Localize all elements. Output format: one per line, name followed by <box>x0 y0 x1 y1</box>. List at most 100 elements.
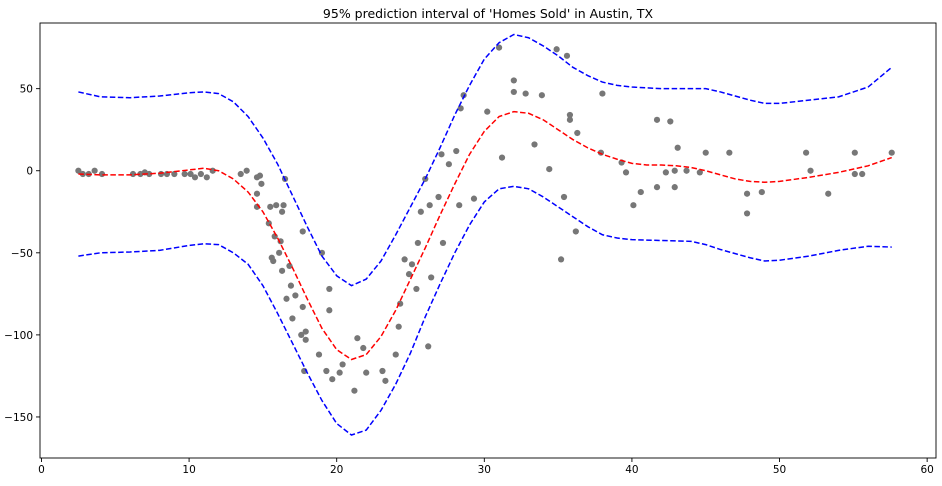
scatter-point <box>315 351 323 358</box>
scatter-point <box>674 144 681 151</box>
scatter-point <box>197 170 204 178</box>
scatter-point <box>414 239 421 247</box>
scatter-point <box>622 169 630 176</box>
scatter-point <box>495 44 503 51</box>
scatter-point <box>553 46 560 53</box>
scatter-point <box>566 116 574 123</box>
scatter-point <box>456 202 463 209</box>
scatter-point <box>292 292 299 299</box>
scatter-point <box>289 315 296 322</box>
scatter-point <box>859 170 866 178</box>
scatter-point <box>557 256 565 263</box>
y-tick-label: −50 <box>11 248 33 260</box>
scatter-point <box>146 170 153 178</box>
scatter-point <box>253 190 261 197</box>
scatter-point <box>825 190 832 197</box>
scatter-point <box>276 249 283 256</box>
scatter-point <box>405 271 413 278</box>
scatter-point <box>630 202 637 209</box>
scatter-point <box>256 172 264 179</box>
scatter-point <box>382 377 389 384</box>
upper-bound-line <box>78 33 893 287</box>
scatter-point <box>653 116 661 123</box>
scatter-point <box>286 262 293 270</box>
scatter-point <box>653 184 661 191</box>
scatter-point <box>323 367 330 375</box>
scatter-point <box>470 195 478 202</box>
scatter-point <box>278 208 286 215</box>
series-layer <box>75 33 895 436</box>
x-tick-label: 0 <box>38 464 45 476</box>
scatter-point <box>326 285 333 293</box>
scatter-point <box>572 228 579 235</box>
scatter-point <box>278 267 286 274</box>
scatter-point <box>270 257 277 265</box>
scatter-point <box>98 170 106 178</box>
scatter-point <box>563 52 571 59</box>
scatter-point <box>237 170 244 178</box>
y-tick-label: 0 <box>26 166 33 178</box>
scatter-point <box>425 343 432 350</box>
scatter-point <box>258 180 265 187</box>
prediction-mean-line <box>78 110 892 361</box>
plot-area: 0 10 20 30 40 50 60 −150 −100 −50 0 50 <box>4 22 937 476</box>
scatter-point <box>401 256 408 263</box>
scatter-point <box>280 202 287 209</box>
scatter-point <box>363 369 370 376</box>
scatter-point <box>191 174 199 181</box>
plot-frame <box>40 23 936 458</box>
scatter-point <box>758 188 765 196</box>
scatter-point <box>435 193 442 201</box>
scatter-point <box>299 303 306 311</box>
scatter-point <box>273 202 280 209</box>
scatter-point <box>203 174 210 181</box>
y-tick-label: −150 <box>4 412 33 424</box>
scatter-point <box>457 105 464 112</box>
scatter-point <box>129 170 137 178</box>
scatter-point <box>599 90 606 97</box>
scatter-point <box>428 274 435 281</box>
scatter-point <box>336 369 343 376</box>
x-tick-label: 50 <box>773 464 786 476</box>
y-tick-label: −100 <box>4 330 33 342</box>
x-tick-label: 40 <box>625 464 638 476</box>
scatter-point <box>743 210 751 217</box>
scatter-point <box>637 188 644 196</box>
scatter-point <box>667 118 674 125</box>
scatter-series <box>75 44 895 394</box>
scatter-point <box>75 167 82 174</box>
x-tick-label: 60 <box>920 464 933 476</box>
scatter-point <box>696 169 703 176</box>
scatter-point <box>574 129 581 137</box>
scatter-point <box>326 307 333 314</box>
scatter-point <box>888 149 895 156</box>
scatter-point <box>662 169 669 176</box>
axes-spines <box>39 22 937 459</box>
scatter-point <box>803 149 810 156</box>
scatter-point <box>566 111 574 119</box>
x-tick-label: 10 <box>182 464 195 476</box>
scatter-point <box>408 261 416 268</box>
scatter-point <box>299 228 306 235</box>
scatter-point <box>560 193 568 201</box>
x-tick-label: 20 <box>330 464 343 476</box>
scatter-point <box>498 154 506 161</box>
scatter-point <box>726 149 733 156</box>
scatter-point <box>339 361 346 368</box>
scatter-point <box>417 208 424 215</box>
scatter-point <box>702 149 709 156</box>
scatter-point <box>445 161 452 168</box>
scatter-point <box>298 331 305 338</box>
scatter-point <box>743 190 751 197</box>
scatter-point <box>395 323 402 330</box>
scatter-point <box>171 170 178 178</box>
scatter-point <box>438 151 445 158</box>
scatter-point <box>283 295 290 302</box>
scatter-point <box>510 77 517 84</box>
scatter-point <box>538 92 545 99</box>
x-tick-label: 30 <box>478 464 491 476</box>
scatter-point <box>181 170 188 178</box>
scatter-point <box>91 167 98 174</box>
